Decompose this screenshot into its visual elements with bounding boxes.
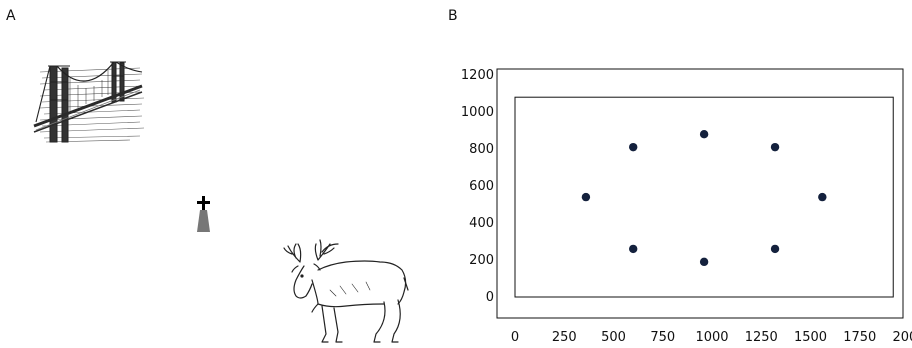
data-point bbox=[699, 130, 709, 139]
x-tick-label: 500 bbox=[601, 330, 626, 345]
y-tick-label: 600 bbox=[469, 179, 494, 194]
y-tick-label: 1200 bbox=[461, 68, 494, 83]
panel-a-label: A bbox=[6, 8, 16, 24]
y-tick-label: 1000 bbox=[461, 105, 494, 120]
data-point bbox=[818, 192, 827, 202]
y-tick-label: 0 bbox=[486, 290, 494, 305]
data-points bbox=[581, 130, 827, 267]
data-point bbox=[770, 244, 780, 254]
bridge-illustration bbox=[33, 61, 145, 143]
data-point bbox=[699, 257, 709, 267]
moose-illustration bbox=[283, 239, 409, 343]
y-tick-label: 400 bbox=[469, 216, 494, 231]
x-tick-label: 1750 bbox=[843, 330, 876, 345]
x-tick-label: 1250 bbox=[745, 330, 778, 345]
y-axis-ticks: 0 200 400 600 800 1000 1200 bbox=[461, 68, 494, 305]
y-tick-label: 200 bbox=[469, 253, 494, 268]
panel-b-label: B bbox=[448, 8, 458, 24]
screen-rectangle bbox=[514, 96, 894, 298]
x-tick-label: 0 bbox=[511, 330, 519, 345]
data-point bbox=[770, 142, 780, 152]
gaze-target-chart: 0 200 400 600 800 1000 1200 0 250 500 750 1000 1250… bbox=[461, 68, 912, 345]
panel-a-stimulus-display bbox=[33, 61, 409, 343]
y-tick-label: 800 bbox=[469, 142, 494, 157]
x-tick-label: 1500 bbox=[794, 330, 827, 345]
fixation-cross-icon bbox=[197, 196, 210, 232]
x-tick-label: 1000 bbox=[695, 330, 728, 345]
chart-frame bbox=[496, 68, 904, 319]
data-point bbox=[581, 192, 591, 202]
x-tick-label: 750 bbox=[650, 330, 675, 345]
data-point bbox=[629, 244, 638, 254]
x-tick-label: 250 bbox=[552, 330, 577, 345]
data-point bbox=[629, 142, 638, 152]
